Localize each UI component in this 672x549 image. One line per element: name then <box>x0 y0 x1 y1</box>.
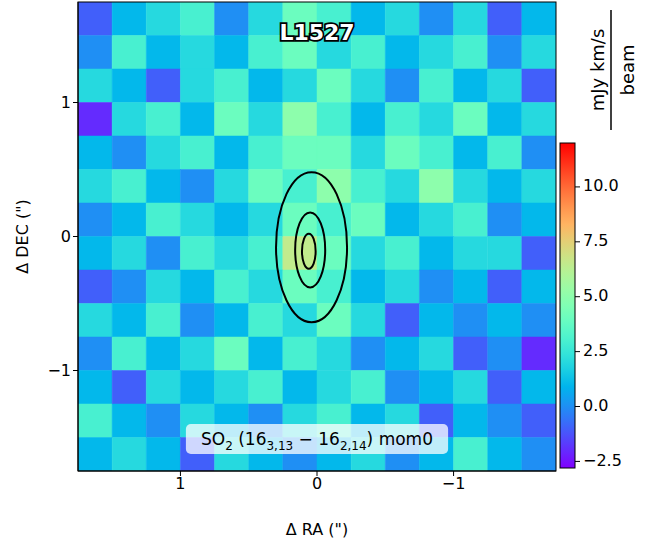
svg-text:7.5: 7.5 <box>583 231 608 250</box>
svg-text:mJy km/s: mJy km/s <box>587 29 608 112</box>
svg-text:0: 0 <box>61 227 71 246</box>
svg-text:Δ RA ("): Δ RA (") <box>286 520 348 539</box>
svg-text:1: 1 <box>175 474 185 493</box>
svg-text:SO2 (163,13 − 162,14) mom0: SO2 (163,13 − 162,14) mom0 <box>201 429 433 453</box>
svg-text:−1: −1 <box>442 474 466 493</box>
svg-text:0.0: 0.0 <box>583 396 608 415</box>
svg-text:10.0: 10.0 <box>583 176 619 195</box>
svg-text:L1527: L1527 <box>279 20 354 45</box>
svg-text:5.0: 5.0 <box>583 286 608 305</box>
svg-text:1: 1 <box>61 93 71 112</box>
svg-text:Δ DEC ("): Δ DEC (") <box>13 199 32 274</box>
svg-text:0: 0 <box>312 474 322 493</box>
svg-text:2.5: 2.5 <box>583 341 608 360</box>
svg-text:−2.5: −2.5 <box>583 451 622 470</box>
svg-text:−1: −1 <box>47 361 71 380</box>
svg-text:beam: beam <box>617 44 638 95</box>
